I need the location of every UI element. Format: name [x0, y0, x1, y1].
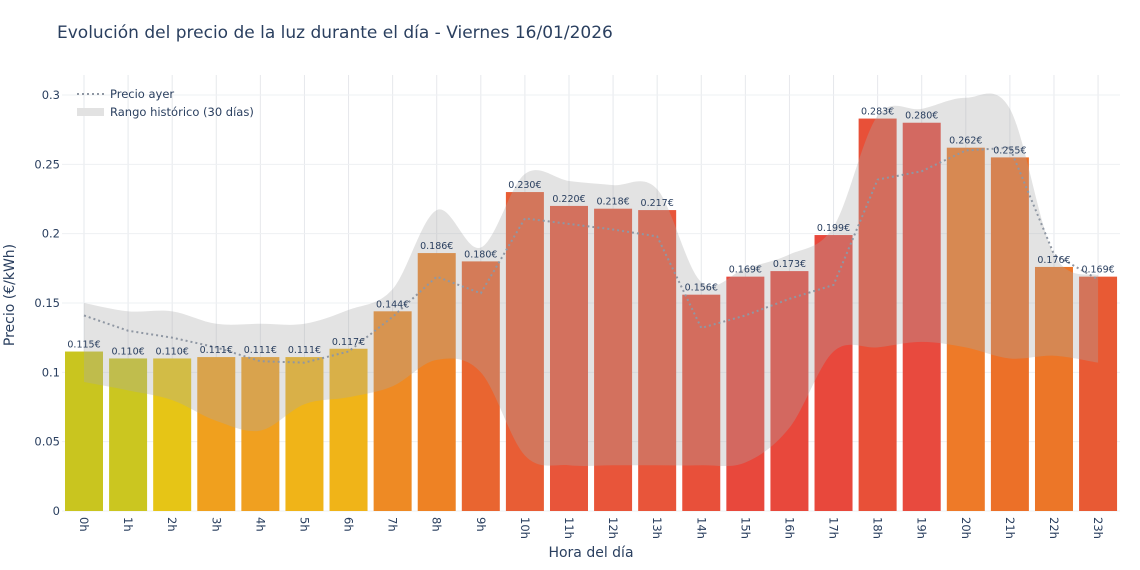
bar-5h	[285, 357, 324, 511]
y-axis-ticks: 0 0.05 0.1 0.15 0.2 0.25 0.3	[34, 88, 60, 518]
data-label: 0.283€	[861, 107, 894, 118]
data-label: 0.186€	[420, 241, 453, 252]
data-label: 0.111€	[244, 345, 277, 356]
x-tick-label: 20h	[959, 517, 973, 539]
data-label: 0.144€	[376, 299, 409, 310]
data-label: 0.156€	[685, 283, 718, 294]
data-label: 0.169€	[729, 265, 762, 276]
y-tick-label: 0	[53, 504, 60, 518]
bar-16h	[770, 271, 809, 511]
legend-yesterday[interactable]: Precio ayer	[110, 87, 174, 101]
x-tick-label: 18h	[871, 517, 885, 539]
x-tick-label: 15h	[738, 517, 752, 539]
data-label: 0.230€	[508, 180, 541, 191]
bar-14h	[682, 294, 721, 511]
bar-6h	[329, 348, 368, 511]
historic-range-area	[84, 93, 1099, 467]
x-tick-label: 4h	[253, 517, 267, 532]
x-axis-title: Hora del día	[548, 545, 633, 561]
x-tick-label: 23h	[1091, 517, 1105, 539]
x-tick-label: 14h	[694, 517, 708, 539]
x-tick-label: 10h	[518, 517, 532, 539]
data-label: 0.110€	[156, 346, 189, 357]
data-label: 0.176€	[1037, 255, 1070, 266]
x-tick-label: 16h	[782, 517, 796, 539]
x-tick-label: 0h	[77, 517, 91, 532]
bar-21h	[990, 157, 1029, 512]
y-tick-label: 0.25	[34, 157, 60, 171]
x-tick-label: 1h	[121, 517, 135, 532]
y-tick-label: 0.05	[34, 435, 60, 449]
x-tick-label: 5h	[297, 517, 311, 532]
legend-range[interactable]: Rango histórico (30 días)	[110, 105, 254, 119]
bar-0h	[65, 351, 103, 511]
x-tick-label: 12h	[606, 517, 620, 539]
x-tick-label: 3h	[209, 517, 223, 532]
data-label: 0.199€	[817, 223, 850, 234]
x-tick-label: 17h	[827, 517, 841, 539]
y-tick-label: 0.2	[42, 227, 60, 241]
bar-13h	[638, 210, 677, 511]
bar-22h	[1034, 266, 1073, 511]
bar-23h	[1079, 276, 1118, 511]
data-label: 0.117€	[332, 337, 365, 348]
bar-12h	[594, 208, 633, 511]
data-labels: 0.115€ 0.110€ 0.110€ 0.111€ 0.111€ 0.111€ 0.11…	[67, 107, 1114, 358]
data-label: 0.262€	[949, 136, 982, 147]
y-tick-label: 0.1	[42, 365, 60, 379]
bar-4h	[241, 357, 280, 511]
bar-2h	[153, 358, 192, 511]
x-tick-label: 19h	[915, 517, 929, 539]
x-tick-label: 21h	[1003, 517, 1017, 539]
y-tick-label: 0.15	[34, 296, 60, 310]
bar-18h	[858, 118, 897, 511]
bar-9h	[461, 261, 500, 511]
historic-range-band	[84, 93, 1099, 467]
x-tick-label: 9h	[474, 517, 488, 532]
data-label: 0.111€	[288, 345, 321, 356]
legend[interactable]: Precio ayer Rango histórico (30 días)	[77, 87, 254, 119]
data-label: 0.255€	[993, 145, 1026, 156]
bar-17h	[814, 235, 853, 512]
legend-band-icon	[77, 108, 104, 116]
data-label: 0.173€	[773, 259, 806, 270]
data-label: 0.217€	[641, 198, 674, 209]
x-tick-label: 7h	[386, 517, 400, 532]
bar-20h	[946, 147, 985, 511]
data-label: 0.111€	[200, 345, 233, 356]
data-label: 0.115€	[67, 340, 100, 351]
data-label: 0.280€	[905, 111, 938, 122]
x-tick-label: 8h	[430, 517, 444, 532]
x-tick-label: 13h	[650, 517, 664, 539]
x-tick-label: 11h	[562, 517, 576, 539]
data-label: 0.180€	[464, 249, 497, 260]
bar-10h	[505, 192, 544, 511]
data-label: 0.218€	[596, 197, 629, 208]
bar-1h	[109, 358, 148, 511]
y-tick-label: 0.3	[42, 88, 60, 102]
data-label: 0.110€	[111, 346, 144, 357]
y-axis-title: Precio (€/kWh)	[2, 244, 18, 346]
data-label: 0.169€	[1081, 265, 1114, 276]
bar-3h	[197, 357, 236, 511]
x-tick-label: 22h	[1047, 517, 1061, 539]
x-tick-label: 2h	[165, 517, 179, 532]
x-tick-label: 6h	[342, 517, 356, 532]
bar-15h	[726, 276, 765, 511]
bar-11h	[549, 205, 588, 511]
bar-8h	[417, 253, 456, 512]
bar-19h	[902, 122, 941, 511]
bars	[65, 118, 1118, 512]
x-axis-ticks: 0h 1h 2h 3h 4h 5h 6h 7h 8h 9h 10h 11h 12h 13h 14h 15h 16…	[77, 517, 1105, 539]
chart-title: Evolución del precio de la luz durante e…	[57, 23, 613, 43]
data-label: 0.220€	[552, 194, 585, 205]
bar-7h	[373, 311, 412, 511]
